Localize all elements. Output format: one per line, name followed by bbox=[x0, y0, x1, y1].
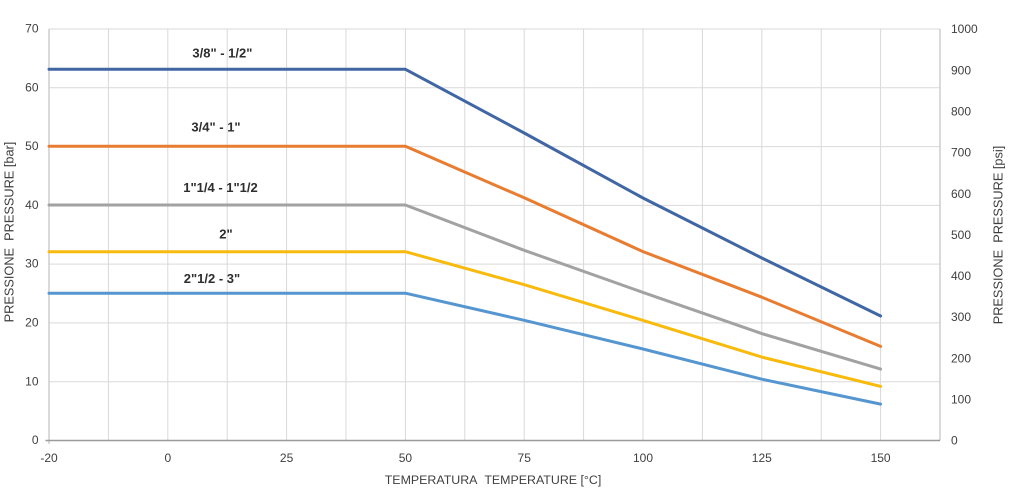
svg-text:400: 400 bbox=[951, 269, 971, 283]
svg-text:150: 150 bbox=[871, 451, 891, 465]
svg-text:2": 2" bbox=[219, 227, 232, 242]
svg-text:20: 20 bbox=[25, 316, 39, 330]
svg-text:10: 10 bbox=[25, 374, 39, 388]
svg-text:1"1/4 - 1"1/2: 1"1/4 - 1"1/2 bbox=[183, 180, 257, 195]
svg-text:800: 800 bbox=[951, 105, 971, 119]
svg-text:2"1/2 - 3": 2"1/2 - 3" bbox=[184, 271, 240, 286]
svg-text:25: 25 bbox=[280, 451, 294, 465]
svg-text:PRESSIONE PRESSURE [bar]: PRESSIONE PRESSURE [bar] bbox=[2, 142, 17, 323]
svg-text:900: 900 bbox=[951, 63, 971, 77]
svg-text:0: 0 bbox=[951, 434, 958, 448]
svg-text:3/4" - 1": 3/4" - 1" bbox=[191, 120, 240, 135]
svg-text:75: 75 bbox=[518, 451, 532, 465]
svg-text:-20: -20 bbox=[40, 451, 58, 465]
svg-text:40: 40 bbox=[25, 198, 39, 212]
svg-text:0: 0 bbox=[164, 451, 171, 465]
svg-text:700: 700 bbox=[951, 146, 971, 160]
svg-text:200: 200 bbox=[951, 351, 971, 365]
svg-text:50: 50 bbox=[399, 451, 413, 465]
svg-text:0: 0 bbox=[32, 433, 39, 447]
svg-text:100: 100 bbox=[633, 451, 653, 465]
svg-text:1000: 1000 bbox=[951, 22, 978, 36]
svg-text:100: 100 bbox=[951, 393, 971, 407]
svg-text:50: 50 bbox=[25, 139, 39, 153]
svg-text:PRESSIONE PRESSURE [psi]: PRESSIONE PRESSURE [psi] bbox=[991, 146, 1006, 325]
svg-text:30: 30 bbox=[25, 257, 39, 271]
svg-text:300: 300 bbox=[951, 310, 971, 324]
svg-text:60: 60 bbox=[25, 80, 39, 94]
svg-text:125: 125 bbox=[752, 451, 772, 465]
svg-text:3/8" - 1/2": 3/8" - 1/2" bbox=[192, 46, 252, 61]
svg-text:500: 500 bbox=[951, 228, 971, 242]
svg-text:70: 70 bbox=[25, 22, 39, 36]
svg-text:TEMPERATURA TEMPERATURE [°C]: TEMPERATURA TEMPERATURE [°C] bbox=[385, 473, 602, 487]
svg-text:600: 600 bbox=[951, 187, 971, 201]
